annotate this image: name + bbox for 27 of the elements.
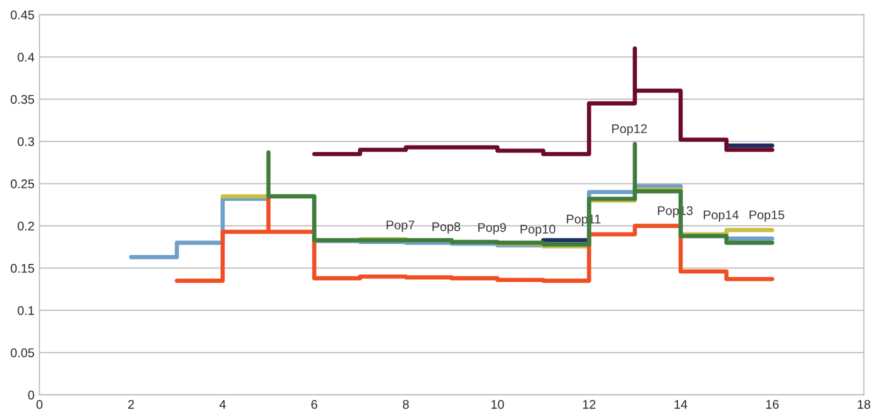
y-tick-label: 0.1 bbox=[18, 306, 34, 315]
y-tick-label: 0.05 bbox=[10, 348, 34, 358]
y-tick-label: 0.4 bbox=[18, 52, 34, 62]
x-tick-label: 0 bbox=[36, 400, 42, 409]
annotation: Pop10 bbox=[520, 224, 556, 236]
x-tick-label: 14 bbox=[674, 400, 688, 409]
x-tick-label: 16 bbox=[766, 400, 779, 409]
y-tick-label: 0.45 bbox=[10, 10, 34, 20]
y-tick-label: 0.15 bbox=[10, 264, 34, 273]
x-tick-label: 8 bbox=[402, 400, 409, 409]
annotation: Pop7 bbox=[386, 220, 414, 232]
annotation: Pop15 bbox=[750, 210, 784, 222]
x-tick-label: 18 bbox=[858, 400, 870, 409]
y-tick-label: 0.2 bbox=[18, 222, 34, 231]
x-tick-label: 2 bbox=[128, 400, 134, 409]
annotation: Pop8 bbox=[432, 222, 460, 234]
y-tick-label: 0.35 bbox=[10, 94, 34, 104]
annotation: Pop9 bbox=[478, 223, 506, 234]
y-tick-label: 0.25 bbox=[10, 179, 34, 188]
x-tick-label: 10 bbox=[491, 400, 504, 409]
annotation: Pop14 bbox=[704, 210, 739, 222]
annotation: Pop12 bbox=[612, 124, 647, 136]
x-tick-label: 6 bbox=[311, 400, 318, 409]
y-tick-label: 0.3 bbox=[18, 137, 34, 146]
y-tick-label: 0 bbox=[28, 390, 34, 400]
x-tick-label: 12 bbox=[583, 400, 596, 409]
x-tick-label: 4 bbox=[219, 400, 226, 409]
